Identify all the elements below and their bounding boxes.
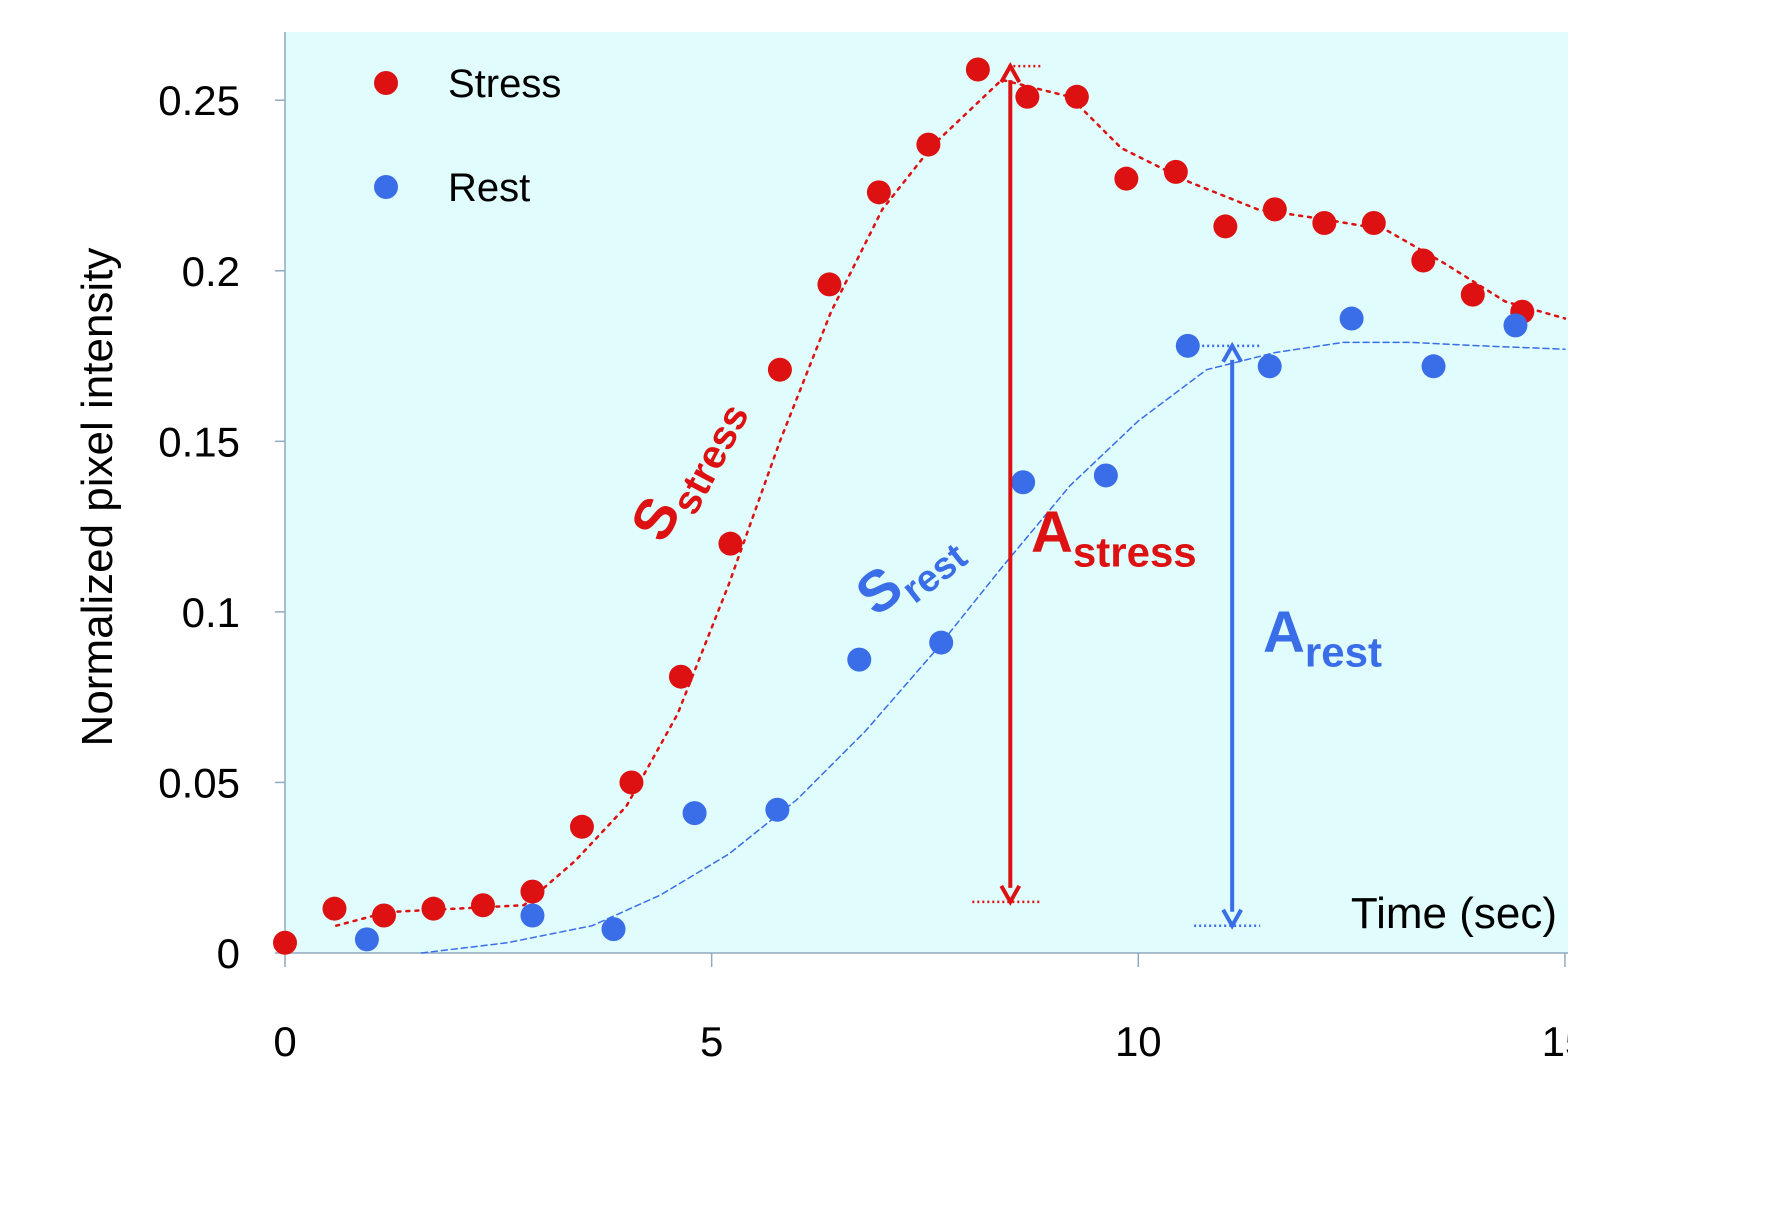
rest-point — [1503, 313, 1528, 338]
a-rest-arrow — [1221, 341, 1243, 930]
a-rest-label-sub: rest — [1305, 629, 1382, 676]
rest-point — [601, 917, 626, 942]
stress-point — [1460, 282, 1485, 307]
rest-point — [1257, 354, 1282, 379]
stress-point — [1114, 166, 1139, 191]
stress-point — [569, 814, 594, 839]
x-tick-label: 10 — [1115, 1018, 1162, 1062]
stress-point — [1015, 84, 1040, 109]
rest-point — [1339, 306, 1364, 331]
stress-point — [767, 357, 792, 382]
a-stress-label-sub: stress — [1073, 529, 1197, 576]
y-tick-label: 0.05 — [158, 759, 240, 806]
a-rest-label-main: A — [1263, 600, 1305, 665]
rest-point — [1175, 333, 1200, 358]
stress-point — [520, 879, 545, 904]
y-tick-label: 0.15 — [158, 418, 240, 465]
x-tick-label: 5 — [700, 1018, 723, 1062]
stress-point — [1312, 211, 1337, 236]
y-axis-title: Normalized pixel intensity — [73, 248, 122, 747]
a-rest-label: Arest — [1263, 600, 1382, 676]
y-tick-label: 0.2 — [182, 248, 240, 295]
y-tick-label: 0.1 — [182, 589, 240, 636]
x-tick-label: 0 — [273, 1018, 296, 1062]
legend: Stress Rest — [374, 62, 561, 210]
rest-point — [765, 797, 790, 822]
arrow-head-bottom — [1221, 908, 1243, 930]
rest-point — [1421, 354, 1446, 379]
stress-point — [668, 664, 693, 689]
rest-point — [847, 647, 872, 672]
stress-legend-marker — [374, 71, 398, 95]
rest-fit-curve — [420, 341, 1566, 954]
stress-point — [619, 770, 644, 795]
plot-area — [285, 32, 1568, 953]
stress-point — [421, 896, 446, 921]
arrow-head-top — [1221, 341, 1243, 363]
stress-point — [1262, 197, 1287, 222]
stress-point — [866, 180, 891, 205]
rest-legend-label: Rest — [448, 166, 530, 210]
rest-point — [1093, 463, 1118, 488]
stress-point — [371, 903, 396, 928]
rest-point — [682, 801, 707, 826]
stress-point — [965, 57, 990, 82]
stress-point — [1361, 211, 1386, 236]
stress-legend-label: Stress — [448, 62, 561, 106]
stress-point — [273, 930, 297, 955]
a-stress-label: Astress — [1031, 500, 1197, 576]
data-points — [273, 57, 1535, 955]
y-tick-label: 0 — [217, 930, 240, 977]
stress-point — [470, 893, 495, 918]
stress-point — [1064, 84, 1089, 109]
axes: 0 0.05 0.1 0.15 0.2 0.25 0 5 10 15 — [158, 32, 1568, 1062]
chart: 00.050.10.150.20.25051015 AstressArestSs… — [73, 32, 1568, 1062]
stress-point — [322, 896, 347, 921]
fit-curves — [334, 78, 1567, 954]
arrow-head-bottom — [999, 884, 1022, 906]
a-stress-label-main: A — [1031, 500, 1073, 565]
stress-point — [916, 132, 941, 157]
stress-point — [817, 272, 842, 297]
stress-fit-curve — [334, 78, 1567, 927]
x-tick-label: 15 — [1542, 1018, 1568, 1062]
stress-point — [1213, 214, 1238, 239]
stress-point — [718, 531, 743, 556]
rest-legend-marker — [374, 175, 398, 199]
stress-point — [1163, 159, 1188, 184]
rest-point — [929, 630, 954, 655]
x-axis-title: Time (sec) — [1351, 889, 1557, 938]
rest-point — [354, 927, 379, 952]
rest-point — [520, 903, 545, 928]
y-tick-label: 0.25 — [158, 77, 240, 124]
rest-point — [1011, 470, 1036, 495]
stress-point — [1411, 248, 1436, 273]
